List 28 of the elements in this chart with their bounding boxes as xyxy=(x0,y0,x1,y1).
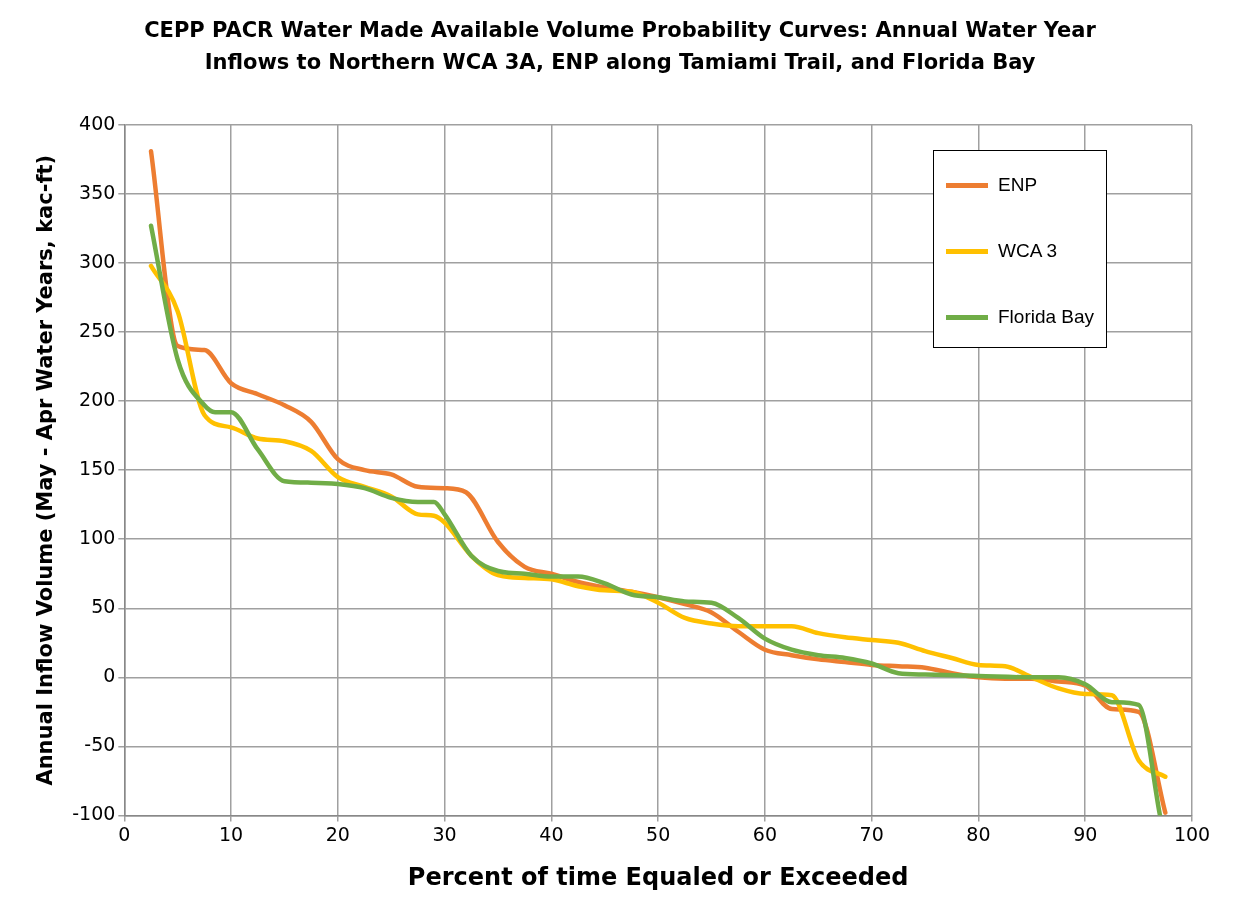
y-tick-label: 200 xyxy=(79,388,116,411)
x-tick-label: 60 xyxy=(752,822,778,845)
y-tick-label: 0 xyxy=(103,664,116,687)
x-tick-label: 30 xyxy=(432,822,457,845)
y-axis-title: Annual Inflow Volume (May - Apr Water Years, kac-ft) xyxy=(33,154,58,786)
x-tick-label: 50 xyxy=(646,822,671,845)
x-tick-label: 100 xyxy=(1173,822,1211,845)
x-tick-label: 0 xyxy=(118,822,131,845)
y-tick-label: 100 xyxy=(79,526,116,549)
y-tick-label: -50 xyxy=(84,733,116,756)
y-tick-label: 350 xyxy=(79,180,116,203)
y-tick-label: 400 xyxy=(79,111,116,134)
x-tick-label: 70 xyxy=(859,822,884,845)
x-tick-label: 80 xyxy=(966,822,991,845)
chart-title: CEPP PACR Water Made Available Volume Probability Curves: Annual Water Year Inflows to Northern WCA 3A, ENP along Tamiami Trail, and Florida Bay xyxy=(143,17,1097,76)
y-tick-label: -100 xyxy=(72,802,116,825)
legend-label: WCA 3 xyxy=(998,240,1058,262)
y-tick-label: 300 xyxy=(79,250,116,273)
legend-label: Florida Bay xyxy=(998,306,1095,328)
y-tick-label: 250 xyxy=(79,319,116,342)
x-tick-label: 20 xyxy=(325,822,350,845)
x-tick-label: 10 xyxy=(219,822,244,845)
x-tick-label: 90 xyxy=(1073,822,1098,845)
x-axis-title: Percent of time Equaled or Exceeded xyxy=(407,862,909,891)
y-tick-label: 150 xyxy=(79,457,116,480)
legend-label: ENP xyxy=(998,174,1038,196)
y-tick-label: 50 xyxy=(91,595,116,618)
x-tick-label: 40 xyxy=(539,822,564,845)
